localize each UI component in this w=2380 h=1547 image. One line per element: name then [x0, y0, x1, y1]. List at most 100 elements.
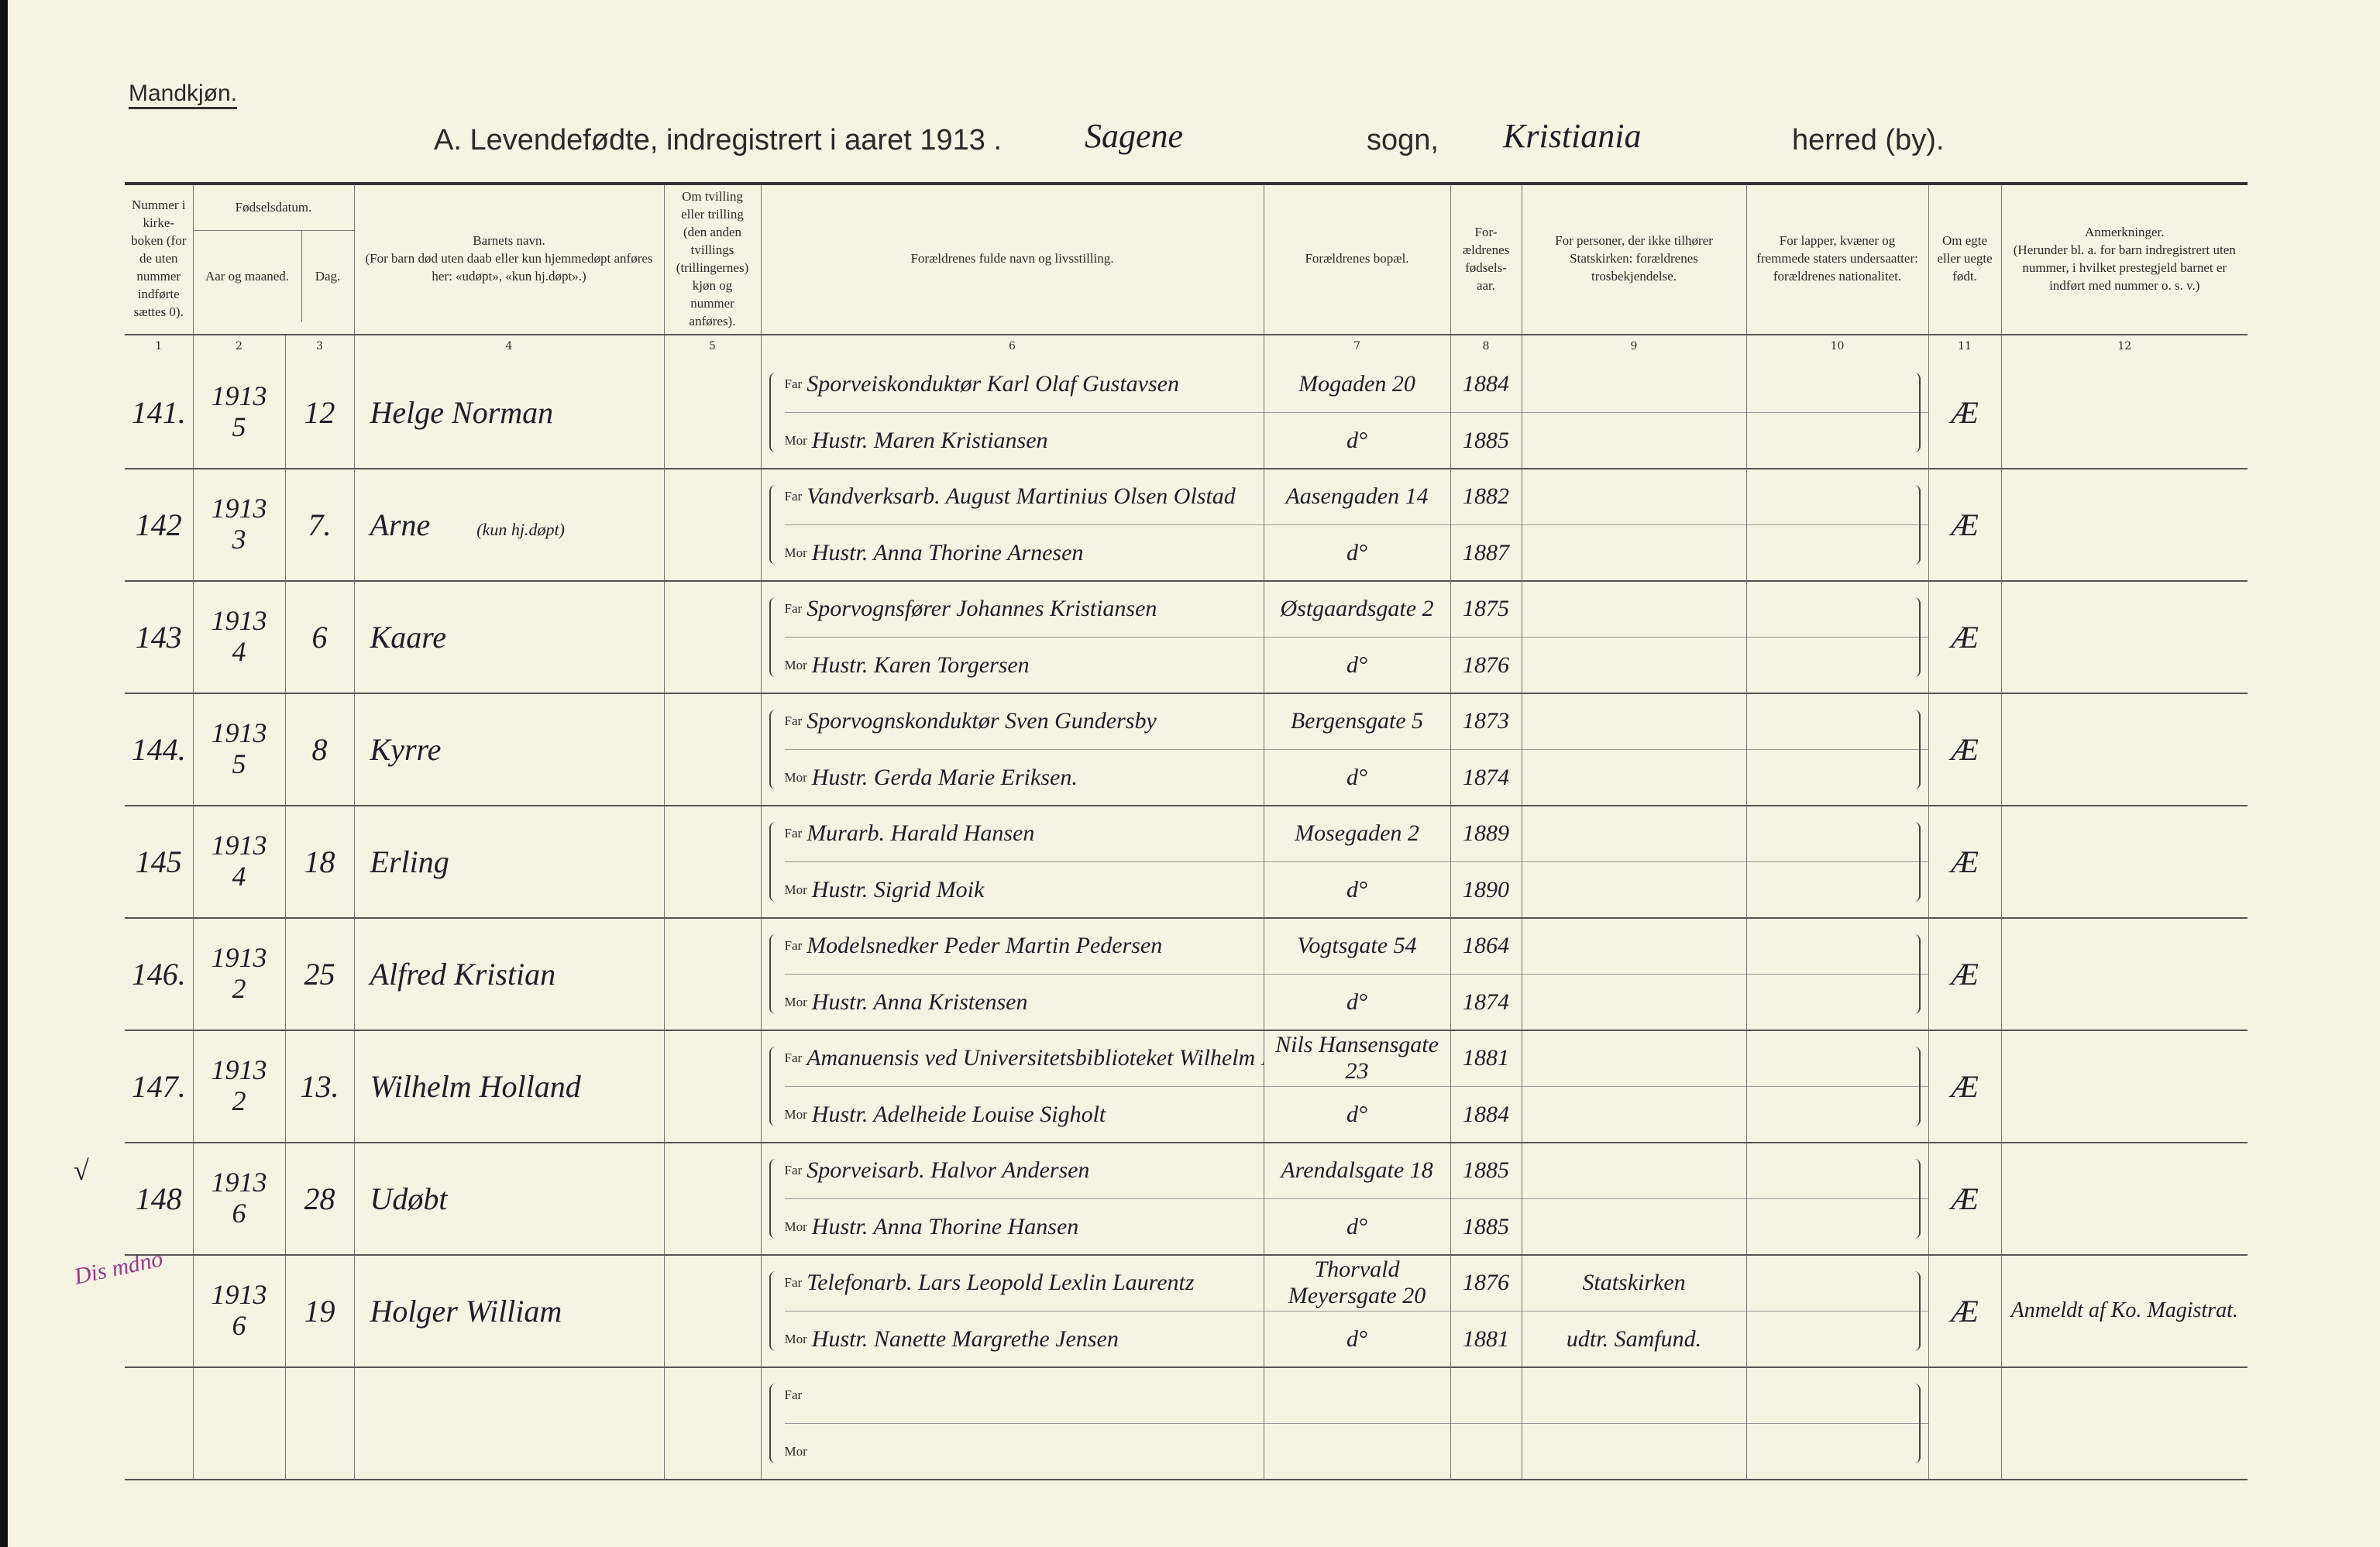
- legitimacy: Æ: [1928, 805, 2002, 919]
- header-col-3: Dag.: [315, 268, 341, 284]
- mother-residence: d°: [1346, 876, 1368, 902]
- father-birth-year: 1876: [1450, 1256, 1522, 1312]
- birth-year: 1913: [211, 830, 267, 861]
- mother-birth-year: 1885: [1463, 1213, 1510, 1239]
- mother-faith: [1522, 638, 1746, 693]
- mor-label: Mor: [784, 994, 807, 1009]
- parents-cell: Far Vandverksarb. August Martinius Olsen …: [760, 468, 1264, 582]
- nationality-cell: [1745, 1254, 1929, 1368]
- child-name: Wilhelm Holland: [370, 1068, 581, 1104]
- child-name: Udøbt: [370, 1181, 448, 1216]
- birth-year: 1913: [211, 1054, 267, 1086]
- herred-label: herred (by).: [1792, 124, 1945, 156]
- father-name: Telefonarb. Lars Leopold Lexlin Laurentz: [807, 1270, 1195, 1296]
- register-row: 1913 6 19 Holger William Far Telefonarb. L…: [125, 1254, 2248, 1368]
- mother-faith: udtr. Samfund.: [1566, 1325, 1702, 1352]
- column-number-6: 6: [760, 334, 1264, 357]
- mother-birth-year: 1887: [1463, 539, 1510, 566]
- birth-month: 6: [232, 1198, 246, 1229]
- father-residence: Vogtsgate 54: [1264, 919, 1450, 975]
- twin-info: [663, 693, 762, 806]
- left-brace: [769, 1046, 777, 1126]
- far-label: Far: [784, 826, 803, 841]
- father-birth-year: 1875: [1450, 582, 1522, 638]
- parents-cell: Far Sporveiskonduktør Karl Olaf Gustavsen…: [760, 356, 1264, 469]
- birth-years-cell: 1884 1885: [1450, 356, 1522, 469]
- father-name: Sporvognskonduktør Sven Gundersby: [807, 708, 1157, 734]
- father-faith: [1522, 1143, 1746, 1199]
- residence-cell: Nils Hansensgate 23 d°: [1263, 1030, 1451, 1143]
- father-birth-year: 1884: [1450, 357, 1522, 413]
- right-brace: [1913, 1383, 1921, 1463]
- mother-faith: [1522, 975, 1746, 1030]
- faith-cell: [1521, 1030, 1747, 1143]
- parents-cell: Far Sporvognskonduktør Sven Gundersby Mor…: [760, 693, 1264, 806]
- father-birth-year: 1882: [1450, 469, 1522, 525]
- father-birth-year: [1450, 1368, 1522, 1424]
- child-name-cell: Wilhelm Holland: [353, 1030, 665, 1143]
- remarks: [2000, 1030, 2248, 1143]
- father-residence: Thorvald Meyersgate 20: [1264, 1256, 1450, 1312]
- header-col-1: Nummer i kirke-boken (for de uten nummer…: [125, 182, 193, 335]
- mor-label: Mor: [784, 657, 807, 672]
- faith-cell: [1521, 580, 1747, 694]
- child-name-cell: Udøbt: [353, 1142, 665, 1256]
- mother-name: Hustr. Anna Thorine Arnesen: [811, 539, 1084, 566]
- nationality-cell: [1745, 356, 1929, 469]
- entry-number: 145: [125, 805, 193, 919]
- child-name: Arne: [370, 507, 431, 542]
- mor-label: Mor: [784, 882, 807, 897]
- father-residence: Østgaardsgate 2: [1264, 582, 1450, 638]
- far-label: Far: [784, 713, 803, 729]
- father-name: Sporvognsfører Johannes Kristiansen: [807, 596, 1157, 622]
- entry-number: 143: [125, 580, 193, 694]
- left-brace: [769, 709, 777, 789]
- mother-residence: d°: [1346, 764, 1368, 790]
- header-col-12: Anmerkninger. (Herunder bl. a. for barn …: [2000, 182, 2248, 335]
- right-brace: [1913, 1046, 1921, 1126]
- entry-number: 142: [125, 468, 193, 582]
- header-col-5: Om tvilling eller trilling (den anden tv…: [663, 182, 762, 335]
- birth-month: 4: [232, 861, 246, 892]
- legitimacy: Æ: [1928, 917, 2002, 1031]
- mother-birth-year: 1881: [1463, 1325, 1510, 1352]
- mother-birth-year: 1874: [1463, 988, 1510, 1015]
- mor-label: Mor: [784, 1219, 807, 1234]
- child-name: Alfred Kristian: [370, 956, 556, 992]
- mor-label: Mor: [784, 1106, 807, 1122]
- column-number-10: 10: [1745, 334, 1929, 357]
- father-residence: Aasengaden 14: [1264, 469, 1450, 525]
- residence-cell: Mosegaden 2 d°: [1263, 805, 1451, 919]
- child-name: Kaare: [370, 619, 447, 655]
- entry-number: 144.: [125, 693, 193, 806]
- remarks: [2000, 356, 2248, 469]
- father-name: Murarb. Harald Hansen: [807, 820, 1035, 847]
- child-name: Erling: [370, 844, 449, 879]
- birth-year-month: 1913 6: [192, 1142, 285, 1256]
- mother-residence: [1264, 1424, 1450, 1480]
- parents-cell: Far Murarb. Harald Hansen Mor Hustr. Sigri…: [760, 805, 1264, 919]
- father-birth-year: 1864: [1450, 919, 1522, 975]
- twin-info: [663, 1142, 762, 1256]
- legitimacy: Æ: [1928, 356, 2002, 469]
- mother-residence: d°: [1346, 1325, 1368, 1352]
- mother-faith: [1522, 1087, 1746, 1143]
- legitimacy: Æ: [1928, 468, 2002, 582]
- mother-birth-year: 1874: [1463, 764, 1510, 790]
- header-col-7: Forældrenes bopæl.: [1263, 182, 1451, 335]
- birth-years-cell: 1885 1885: [1450, 1142, 1522, 1256]
- entry-number: 146.: [125, 917, 193, 1031]
- child-name-cell: Alfred Kristian: [353, 917, 665, 1031]
- father-faith: [1522, 1031, 1746, 1087]
- parents-cell: Far Telefonarb. Lars Leopold Lexlin Laure…: [760, 1254, 1264, 1368]
- right-brace: [1913, 596, 1921, 677]
- birth-day: 13.: [284, 1030, 355, 1143]
- page-title: A. Levendefødte, indregistrert i aaret 1…: [434, 124, 1002, 156]
- right-brace: [1913, 821, 1921, 902]
- birth-year-month: 1913 5: [192, 356, 285, 469]
- birth-year-month: [192, 1367, 285, 1480]
- parish-handwritten: Sagene: [1085, 117, 1184, 155]
- right-brace: [1913, 933, 1921, 1014]
- father-faith: [1522, 357, 1746, 413]
- birth-day: 25: [284, 917, 355, 1031]
